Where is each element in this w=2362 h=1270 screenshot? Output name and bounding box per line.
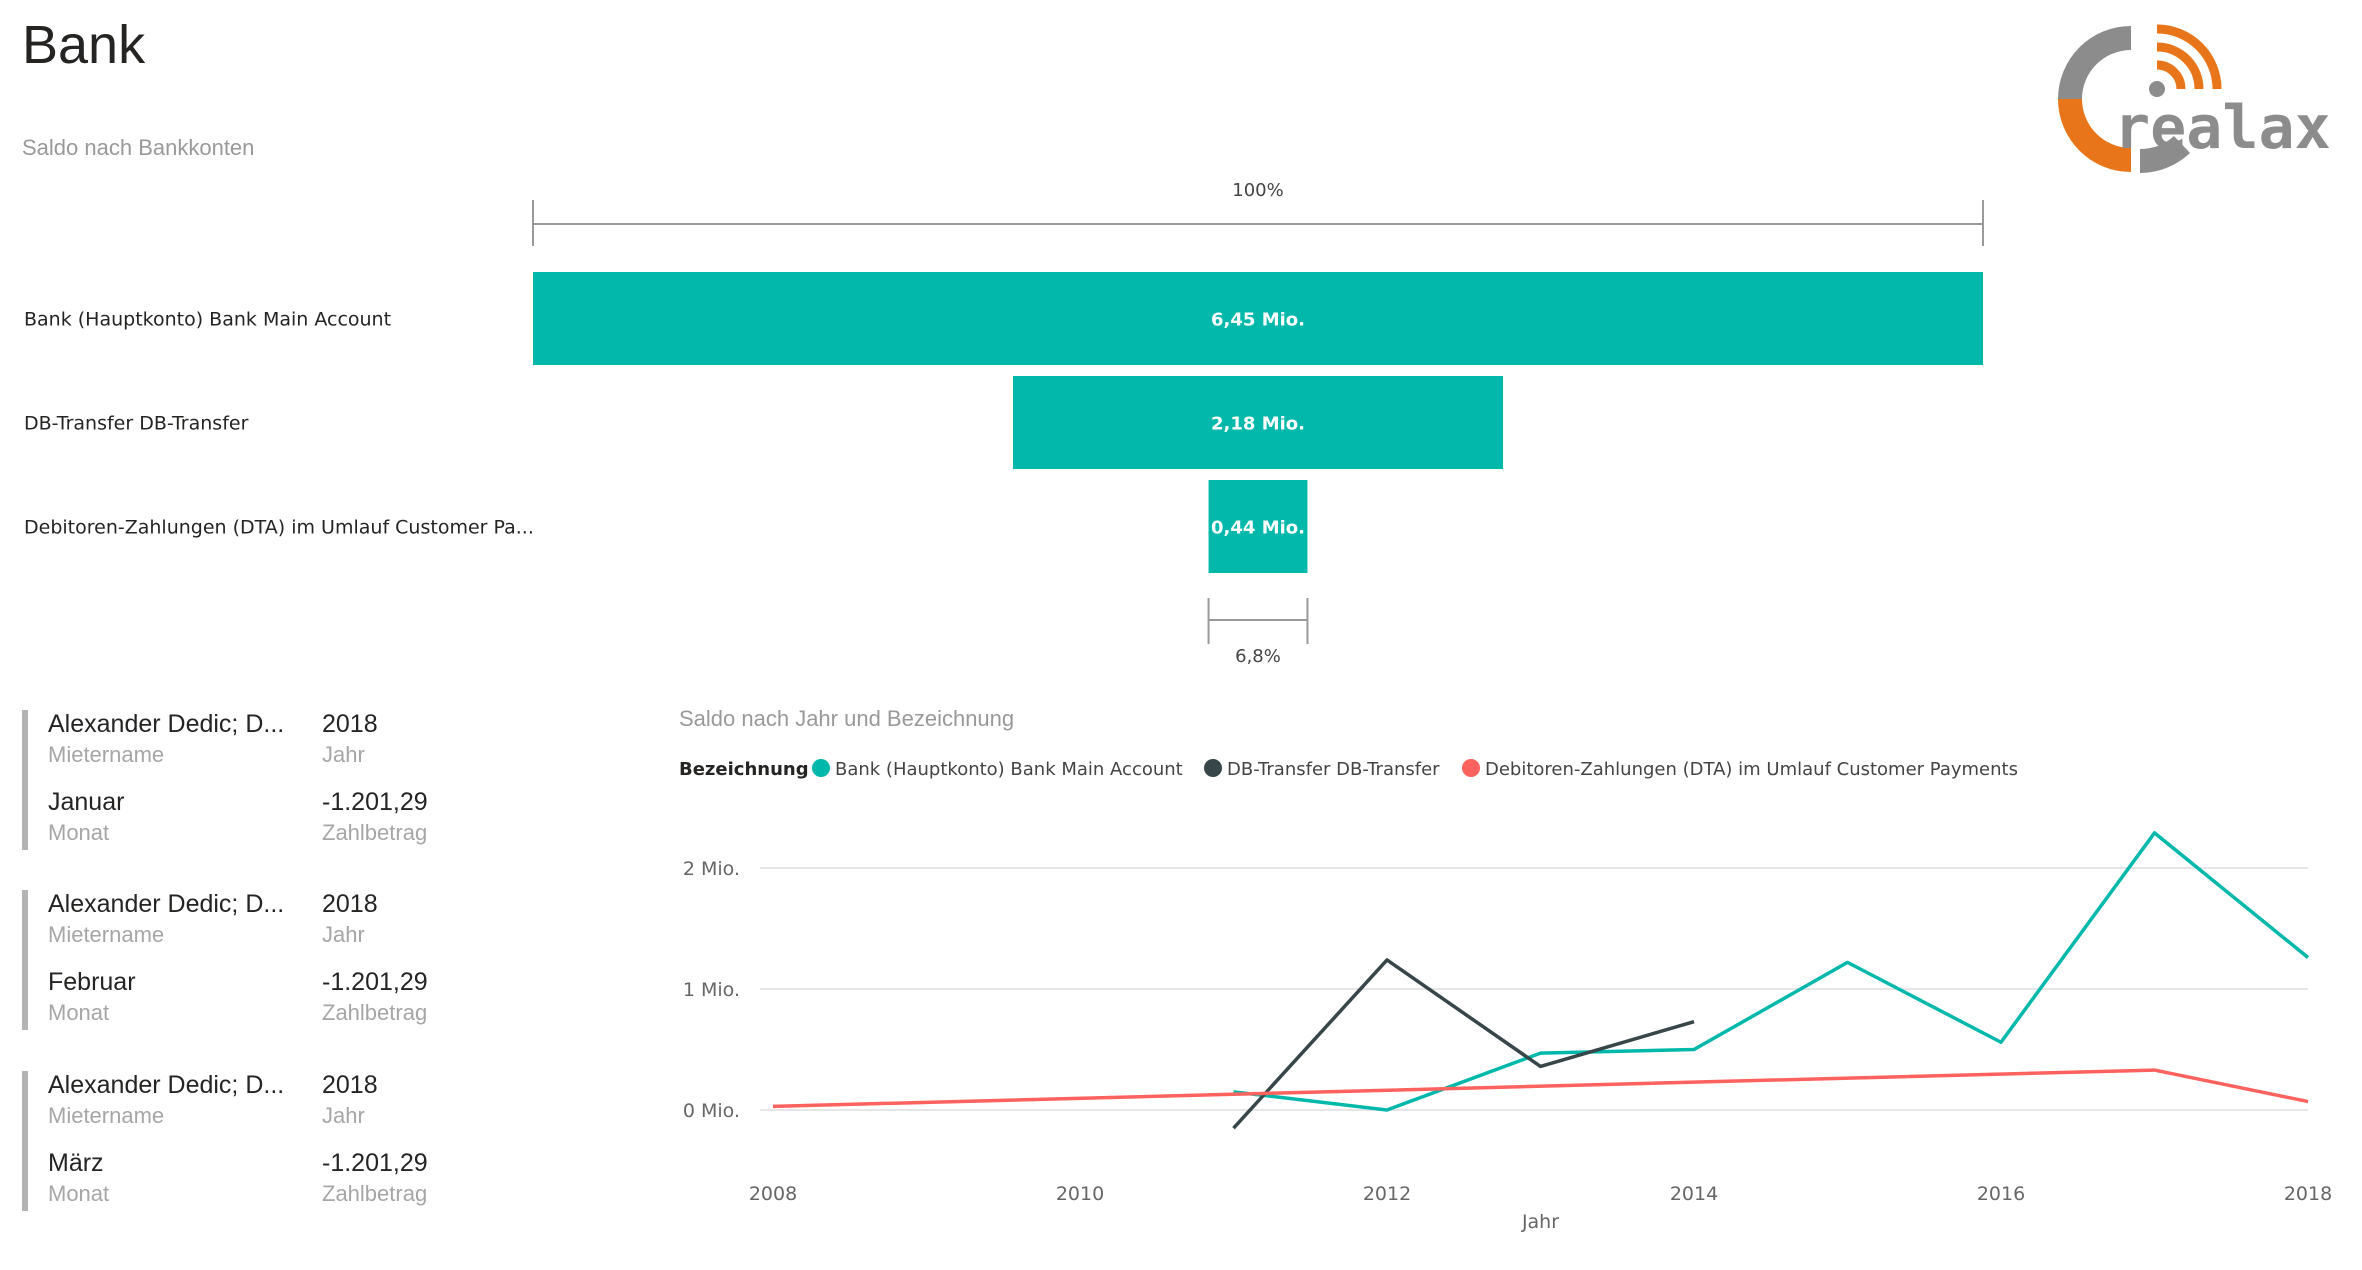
amount-value: -1.201,29 <box>322 788 428 816</box>
amount-value: -1.201,29 <box>322 1149 428 1177</box>
rss-feed-icon <box>2149 24 2222 97</box>
x-tick-label: 2016 <box>1977 1183 2025 1205</box>
amount-field: -1.201,29 Zahlbetrag <box>322 968 428 1026</box>
tenant-label: Mietername <box>48 922 165 947</box>
series-line <box>1233 831 2310 1112</box>
detail-card: Alexander Dedic; D... Mietername 2018 Jahr J… <box>22 710 488 850</box>
logo-gray-arc-bottom <box>2140 136 2190 173</box>
month-label: Monat <box>48 1000 110 1025</box>
x-tick-label: 2018 <box>2284 1183 2332 1205</box>
series-line <box>1232 958 1695 1130</box>
legend-marker <box>1462 759 1480 777</box>
amount-value: -1.201,29 <box>322 968 428 996</box>
line-chart-title: Saldo nach Jahr und Bezeichnung <box>679 706 1015 731</box>
amount-field: -1.201,29 Zahlbetrag <box>322 788 428 846</box>
tenant-label: Mietername <box>48 1103 165 1128</box>
tenant-field: Alexander Dedic; D... Mietername <box>48 1071 284 1129</box>
year-value: 2018 <box>322 1071 378 1099</box>
tenant-field: Alexander Dedic; D... Mietername <box>48 710 284 768</box>
legend-item-label: Bank (Hauptkonto) Bank Main Account <box>835 759 1183 780</box>
x-tick-label: 2008 <box>749 1183 797 1205</box>
page-title: Bank <box>22 15 146 75</box>
realax-logo: realax <box>2058 24 2331 173</box>
x-axis-title: Jahr <box>1521 1211 1559 1233</box>
funnel-value-label: 2,18 Mio. <box>1211 414 1305 435</box>
year-field: 2018 Jahr <box>322 890 378 948</box>
month-value: Januar <box>48 788 125 816</box>
y-tick-label: 0 Mio. <box>683 1100 740 1122</box>
funnel-bar <box>533 272 1983 365</box>
logo-gray-arc <box>2058 26 2131 99</box>
x-tick-label: 2014 <box>1670 1183 1718 1205</box>
legend-item-label: DB-Transfer DB-Transfer <box>1227 759 1440 780</box>
legend-title: Bezeichnung <box>679 759 809 780</box>
amount-field: -1.201,29 Zahlbetrag <box>322 1149 428 1207</box>
month-value: März <box>48 1149 104 1177</box>
amount-label: Zahlbetrag <box>322 1181 428 1206</box>
funnel-category-label: Bank (Hauptkonto) Bank Main Account <box>24 309 391 331</box>
year-label: Jahr <box>322 922 365 947</box>
month-field: Januar Monat <box>48 788 124 846</box>
tenant-field: Alexander Dedic; D... Mietername <box>48 890 284 948</box>
x-tick-label: 2012 <box>1363 1183 1411 1205</box>
month-value: Februar <box>48 968 136 996</box>
legend-marker <box>812 759 830 777</box>
logo-text: realax <box>2114 93 2331 163</box>
funnel-category-label: Debitoren-Zahlungen (DTA) im Umlauf Cust… <box>24 517 534 539</box>
tenant-label: Mietername <box>48 742 165 767</box>
month-label: Monat <box>48 820 110 845</box>
funnel-chart: 100% 6,45 Mio. Bank (Hauptkonto) Bank Main… <box>24 180 1984 667</box>
month-label: Monat <box>48 1181 110 1206</box>
funnel-bar <box>1208 480 1308 573</box>
year-field: 2018 Jahr <box>322 1071 378 1129</box>
year-label: Jahr <box>322 742 365 767</box>
year-label: Jahr <box>322 1103 365 1128</box>
detail-card: Alexander Dedic; D... Mietername 2018 Jahr M… <box>22 1071 488 1211</box>
funnel-bottom-percent: 6,8% <box>1235 646 1281 667</box>
year-field: 2018 Jahr <box>322 710 378 768</box>
y-tick-label: 2 Mio. <box>683 858 740 880</box>
year-value: 2018 <box>322 890 378 918</box>
logo-orange-arc <box>2058 99 2131 172</box>
series-line <box>772 1068 2309 1109</box>
tenant-value: Alexander Dedic; D... <box>48 1071 285 1099</box>
funnel-category-label: DB-Transfer DB-Transfer <box>24 413 249 435</box>
amount-label: Zahlbetrag <box>322 820 428 845</box>
detail-card: Alexander Dedic; D... Mietername 2018 Jahr F… <box>22 890 488 1030</box>
month-field: Februar Monat <box>48 968 136 1026</box>
funnel-bar <box>1012 376 1504 469</box>
x-tick-label: 2010 <box>1056 1183 1104 1205</box>
tenant-value: Alexander Dedic; D... <box>48 890 285 918</box>
month-field: März Monat <box>48 1149 109 1207</box>
legend-item-label: Debitoren-Zahlungen (DTA) im Umlauf Cust… <box>1485 759 2018 780</box>
amount-label: Zahlbetrag <box>322 1000 428 1025</box>
year-value: 2018 <box>322 710 378 738</box>
legend-marker <box>1204 759 1222 777</box>
tenant-value: Alexander Dedic; D... <box>48 710 285 738</box>
funnel-top-percent: 100% <box>1232 180 1283 201</box>
funnel-title: Saldo nach Bankkonten <box>22 135 255 160</box>
funnel-value-label: 0,44 Mio. <box>1211 518 1305 539</box>
funnel-value-label: 6,45 Mio. <box>1211 310 1305 331</box>
y-tick-label: 1 Mio. <box>683 979 740 1001</box>
